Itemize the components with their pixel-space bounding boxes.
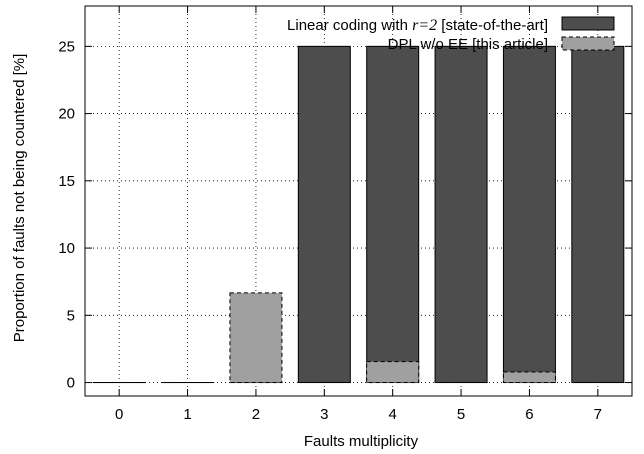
y-tick-label: 5 [67, 307, 75, 324]
x-tick-label: 1 [183, 406, 191, 423]
y-tick-label: 0 [67, 375, 75, 392]
plot-frame [84, 5, 633, 397]
x-tick-label: 0 [115, 406, 123, 423]
legend-label-dpl: DPL w/o EE [this article] [388, 36, 548, 53]
legend-item-dpl: DPL w/o EE [this article] [388, 36, 615, 53]
y-tick-label: 10 [58, 240, 75, 257]
x-axis-title: Faults multiplicity [304, 433, 419, 450]
bar-linear-coding-3 [297, 45, 351, 384]
bar-dpl-4 [366, 361, 420, 384]
y-tick-label: 25 [58, 38, 75, 55]
legend-item-linear-coding: Linear coding with r=2 [state-of-the-art… [287, 16, 615, 34]
bar-linear-coding-7 [571, 45, 625, 384]
y-tick-label: 20 [58, 106, 75, 123]
bar-linear-coding-5 [434, 45, 488, 384]
legend-swatch-dpl [561, 36, 615, 51]
bars [92, 45, 625, 384]
y-tick-label: 15 [58, 173, 75, 190]
x-tick-label: 6 [525, 406, 533, 423]
axis-ticks: 0 5 10 15 20 25 0 1 2 3 4 5 6 7 [58, 6, 632, 423]
legend-swatch-linear-coding [561, 16, 615, 31]
bar-linear-coding-4 [366, 45, 420, 384]
x-tick-label: 4 [389, 406, 397, 423]
x-tick-label: 5 [457, 406, 465, 423]
x-tick-label: 2 [252, 406, 260, 423]
bar-linear-coding-6 [502, 45, 556, 384]
x-tick-label: 7 [594, 406, 602, 423]
bar-dpl-6 [502, 371, 556, 384]
y-axis-title: Proportion of faults not being countered… [11, 54, 28, 343]
x-tick-label: 3 [320, 406, 328, 423]
legend: Linear coding with r=2 [state-of-the-art… [287, 16, 615, 53]
bar-dpl-2 [229, 292, 283, 384]
legend-label-linear-coding: Linear coding with r=2 [state-of-the-art… [287, 17, 548, 34]
